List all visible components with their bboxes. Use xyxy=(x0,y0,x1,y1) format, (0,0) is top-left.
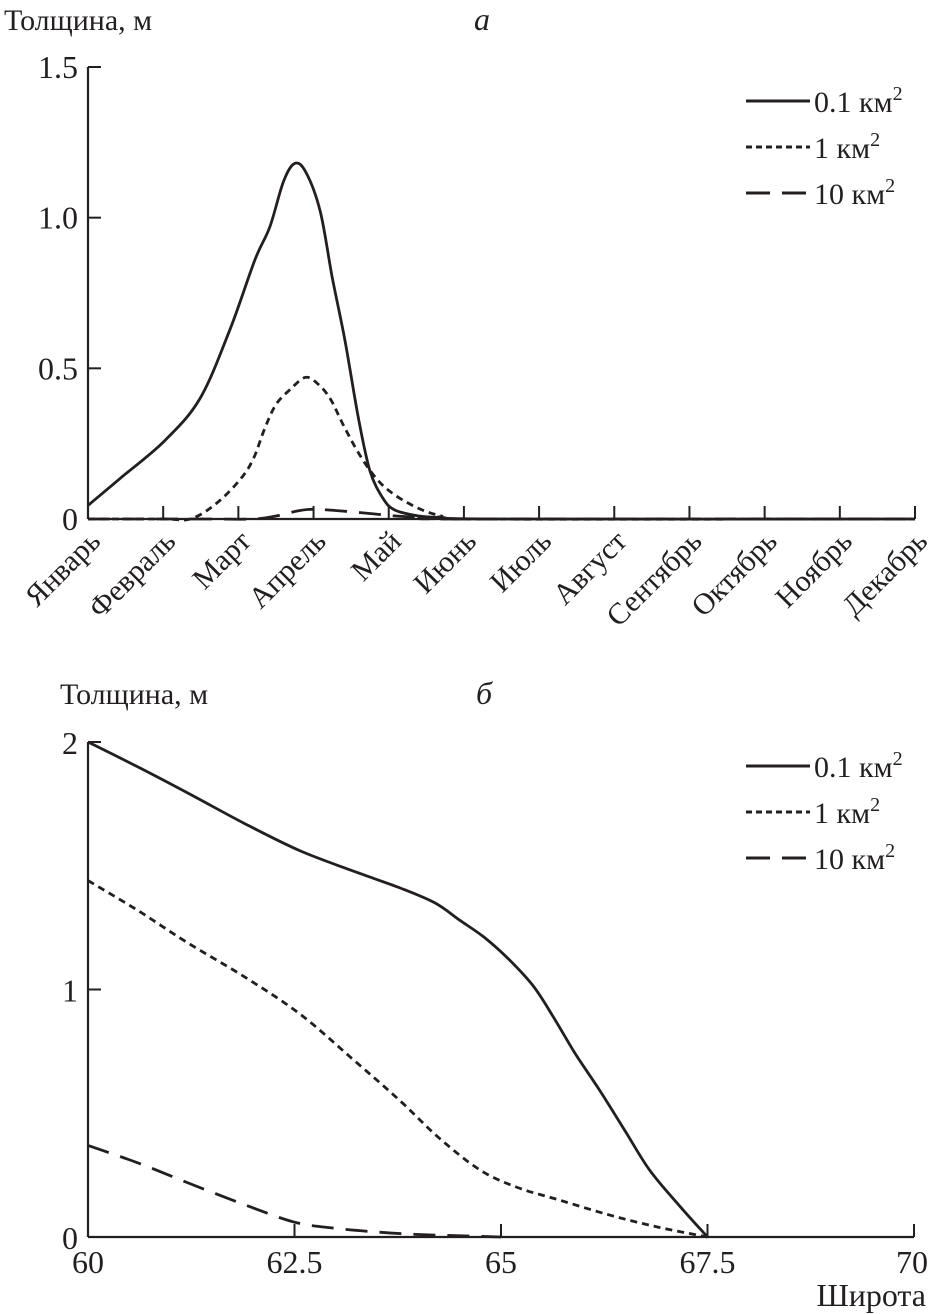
legend-superscript: 2 xyxy=(885,175,895,197)
y-tick-label: 0 xyxy=(62,501,78,537)
y-tick-label: 1.5 xyxy=(38,49,78,85)
series-line-dotted xyxy=(87,879,708,1239)
y-axis-label: Толщина, м xyxy=(4,4,152,37)
x-tick-label: Апрель xyxy=(242,525,332,615)
x-tick-label: Март xyxy=(186,525,257,596)
x-tick-label: Май xyxy=(345,525,408,588)
legend-superscript: 2 xyxy=(885,840,895,862)
legend-label: 0.1 км2 xyxy=(814,83,903,119)
legend-superscript: 2 xyxy=(870,129,880,151)
legend-superscript: 2 xyxy=(893,748,903,770)
x-tick-label: 62.5 xyxy=(267,1244,323,1280)
legend-label-text: 1 км xyxy=(814,797,870,830)
axes: 0 1 2 60 62.5 65 67.5 70 xyxy=(62,725,928,1280)
legend-label-text: 10 км xyxy=(814,843,885,876)
x-tick-label: Июнь xyxy=(407,525,483,601)
x-tick-label: 67.5 xyxy=(680,1244,736,1280)
series-line-dotted xyxy=(88,375,916,522)
legend-label: 1 км2 xyxy=(814,129,880,165)
legend-label: 10 км2 xyxy=(814,175,895,211)
y-tick-label: 0.5 xyxy=(38,350,78,386)
x-tick-label: 65 xyxy=(485,1244,517,1280)
x-axis-label: Широта xyxy=(816,1277,926,1313)
series-lines xyxy=(87,161,916,522)
panel-letter: б xyxy=(476,675,493,711)
legend-label: 10 км2 xyxy=(814,840,895,876)
chart-panel-b: Толщина, м б Широта 0 1 2 60 62.5 65 67.5 70 0.… xyxy=(60,675,928,1313)
series-line-solid xyxy=(87,161,916,521)
legend-label-text: 0.1 км xyxy=(814,751,893,784)
legend-label-text: 0.1 км xyxy=(814,86,893,119)
legend-label: 0.1 км2 xyxy=(814,748,903,784)
legend-label-text: 10 км xyxy=(814,178,885,211)
legend-label-text: 1 км xyxy=(814,132,870,165)
y-tick-label: 2 xyxy=(62,725,78,761)
panel-letter: а xyxy=(474,1,490,37)
series-line-dashed xyxy=(87,1144,502,1239)
x-tick-label: Декабрь xyxy=(836,525,934,623)
y-tick-label: 0 xyxy=(62,1220,78,1256)
y-tick-label: 1.0 xyxy=(38,200,78,236)
legend-label: 1 км2 xyxy=(814,794,880,830)
series-lines xyxy=(87,740,709,1239)
legend-superscript: 2 xyxy=(893,83,903,105)
y-axis-label: Толщина, м xyxy=(60,678,208,711)
series-line-solid xyxy=(87,740,709,1238)
y-tick-label: 1 xyxy=(62,973,78,1009)
x-tick-label: 60 xyxy=(72,1244,104,1280)
legend-superscript: 2 xyxy=(870,794,880,816)
x-tick-label: 70 xyxy=(896,1244,928,1280)
